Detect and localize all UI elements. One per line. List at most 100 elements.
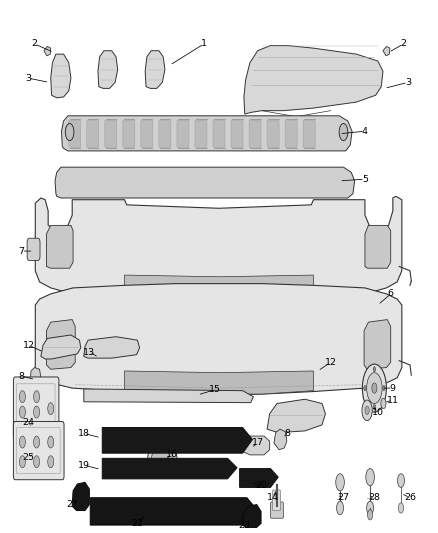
- Polygon shape: [274, 429, 287, 450]
- Polygon shape: [35, 284, 402, 395]
- FancyBboxPatch shape: [271, 502, 283, 518]
- Circle shape: [34, 406, 39, 418]
- Text: 12: 12: [23, 341, 35, 350]
- Circle shape: [48, 456, 54, 468]
- Circle shape: [34, 436, 39, 448]
- FancyBboxPatch shape: [195, 120, 207, 148]
- Text: 24: 24: [22, 418, 34, 427]
- Polygon shape: [240, 469, 278, 487]
- Circle shape: [373, 367, 376, 372]
- Polygon shape: [90, 498, 258, 525]
- Text: 25: 25: [22, 453, 34, 462]
- Polygon shape: [61, 116, 352, 151]
- Polygon shape: [97, 169, 123, 196]
- FancyBboxPatch shape: [249, 120, 261, 148]
- Text: 3: 3: [25, 74, 31, 83]
- Text: 10: 10: [372, 408, 384, 417]
- Polygon shape: [145, 51, 165, 88]
- Text: 21: 21: [66, 500, 78, 509]
- Circle shape: [365, 406, 369, 415]
- Polygon shape: [292, 169, 318, 196]
- Polygon shape: [320, 169, 346, 196]
- Polygon shape: [244, 46, 383, 114]
- FancyBboxPatch shape: [141, 120, 153, 148]
- FancyBboxPatch shape: [123, 120, 135, 148]
- FancyBboxPatch shape: [177, 120, 189, 148]
- Text: 16: 16: [166, 449, 178, 458]
- Polygon shape: [84, 389, 253, 402]
- Text: 18: 18: [78, 429, 90, 438]
- Circle shape: [367, 501, 374, 515]
- Circle shape: [367, 373, 382, 403]
- Circle shape: [34, 456, 39, 468]
- Text: 12: 12: [325, 358, 336, 367]
- Polygon shape: [84, 337, 140, 358]
- Polygon shape: [44, 46, 51, 56]
- Polygon shape: [98, 51, 118, 88]
- Polygon shape: [69, 169, 95, 196]
- Text: 11: 11: [387, 395, 399, 405]
- Text: 1: 1: [201, 39, 207, 49]
- Text: 4: 4: [362, 127, 368, 136]
- Text: 2: 2: [32, 39, 37, 49]
- Text: 13: 13: [83, 348, 95, 357]
- Circle shape: [337, 501, 343, 515]
- Polygon shape: [365, 225, 391, 268]
- Polygon shape: [267, 399, 325, 433]
- Polygon shape: [102, 458, 237, 479]
- Polygon shape: [180, 169, 206, 196]
- Polygon shape: [55, 167, 355, 198]
- FancyBboxPatch shape: [14, 377, 59, 440]
- Polygon shape: [124, 371, 314, 394]
- Circle shape: [336, 474, 344, 491]
- Text: 15: 15: [209, 385, 221, 394]
- FancyBboxPatch shape: [69, 120, 81, 148]
- Polygon shape: [364, 320, 391, 369]
- Polygon shape: [35, 196, 402, 305]
- Polygon shape: [208, 169, 234, 196]
- Polygon shape: [72, 482, 89, 511]
- Text: 8: 8: [285, 429, 291, 438]
- Circle shape: [362, 364, 386, 412]
- Ellipse shape: [156, 502, 187, 521]
- Circle shape: [381, 398, 386, 409]
- Ellipse shape: [148, 441, 177, 475]
- Circle shape: [48, 436, 54, 448]
- Polygon shape: [51, 54, 71, 98]
- Circle shape: [362, 400, 372, 421]
- Text: 8: 8: [18, 372, 25, 381]
- Polygon shape: [383, 46, 390, 56]
- FancyBboxPatch shape: [87, 120, 99, 148]
- Text: 28: 28: [368, 493, 380, 502]
- Ellipse shape: [152, 446, 173, 470]
- Circle shape: [34, 391, 39, 402]
- Polygon shape: [124, 169, 150, 196]
- FancyBboxPatch shape: [159, 120, 171, 148]
- FancyBboxPatch shape: [105, 120, 117, 148]
- Circle shape: [364, 385, 366, 391]
- FancyBboxPatch shape: [267, 120, 279, 148]
- Circle shape: [399, 503, 403, 513]
- Circle shape: [19, 406, 25, 418]
- Text: 3: 3: [405, 78, 411, 87]
- Polygon shape: [243, 505, 261, 529]
- Polygon shape: [236, 169, 262, 196]
- Polygon shape: [41, 335, 81, 359]
- Circle shape: [373, 405, 376, 409]
- Circle shape: [367, 510, 373, 520]
- Polygon shape: [152, 169, 178, 196]
- Circle shape: [19, 456, 25, 468]
- Text: 7: 7: [18, 247, 25, 256]
- Circle shape: [65, 124, 74, 141]
- Polygon shape: [46, 225, 73, 268]
- Circle shape: [398, 474, 404, 487]
- Polygon shape: [46, 320, 75, 369]
- Circle shape: [372, 383, 377, 393]
- Polygon shape: [124, 275, 314, 302]
- Text: 9: 9: [390, 384, 396, 393]
- Text: 23: 23: [239, 521, 251, 530]
- Text: 6: 6: [388, 289, 394, 298]
- Ellipse shape: [180, 432, 204, 450]
- FancyBboxPatch shape: [285, 120, 297, 148]
- Polygon shape: [243, 436, 270, 455]
